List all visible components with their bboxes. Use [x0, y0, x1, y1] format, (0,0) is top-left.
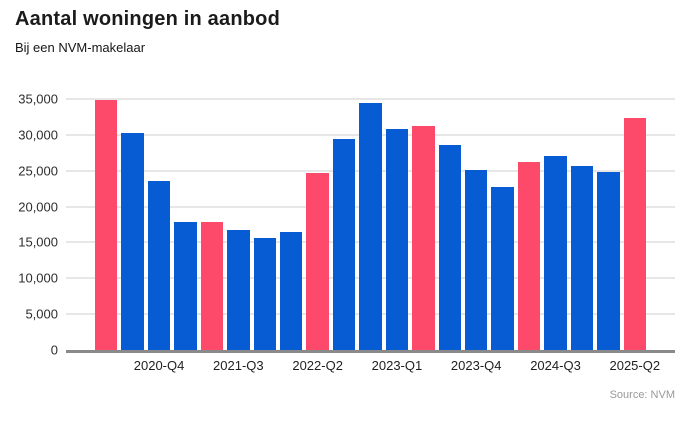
y-tick-label: 10,000 [18, 270, 58, 286]
bar-2020-Q4 [147, 181, 171, 350]
x-tick-label-2020-Q4: 2020-Q4 [133, 358, 185, 373]
x-tick-label-2023-Q4: 2023-Q4 [450, 358, 502, 373]
y-tick-label: 30,000 [18, 127, 58, 143]
bar-2023-Q2 [412, 126, 435, 350]
y-tick-label: 15,000 [18, 234, 58, 250]
bar-2024-Q3 [544, 156, 567, 350]
x-tick-label-2023-Q1: 2023-Q1 [371, 358, 423, 373]
y-tick-label: 20,000 [18, 199, 58, 215]
source-label: Source: NVM [609, 389, 675, 401]
y-axis: 35,000 30,000 25,000 20,000 15,000 10,000 5,00… [0, 92, 58, 358]
bar-2021-Q2 [200, 222, 224, 350]
x-axis-baseline [66, 350, 675, 353]
chart-title: Aantal woningen in aanbod [15, 8, 280, 30]
chart-subtitle: Bij een NVM-makelaar [15, 40, 146, 55]
bar-2022-Q2 [306, 173, 329, 350]
bar-2020-Q3 [121, 133, 144, 350]
y-tick-label: 35,000 [18, 91, 58, 107]
bar-2024-Q4 [570, 166, 594, 350]
bar-2023-Q1 [385, 129, 409, 350]
y-tick-label: 0 [50, 342, 58, 358]
bar-2022-Q1 [280, 232, 303, 350]
gridline [66, 98, 675, 100]
bar-2022-Q4 [359, 103, 382, 350]
y-tick-label: 25,000 [18, 163, 58, 179]
bar-2023-Q3 [438, 145, 461, 350]
x-tick-label-2024-Q3: 2024-Q3 [530, 358, 581, 373]
bar-2021-Q4 [253, 238, 276, 350]
bar-2025-Q1 [597, 172, 620, 350]
bar-2021-Q3 [227, 230, 250, 350]
x-axis: 2020-Q4 2021-Q3 2022-Q2 2023-Q1 2023-Q4 2024-… [66, 358, 675, 376]
bar-2024-Q2 [517, 162, 541, 350]
bar-2020-Q2 [95, 100, 118, 350]
x-tick-label-2021-Q3: 2021-Q3 [213, 358, 264, 373]
bar-2024-Q1 [491, 187, 514, 350]
bar-2025-Q2 [623, 118, 646, 350]
x-tick-label-2022-Q2: 2022-Q2 [292, 358, 343, 373]
plot-area [66, 98, 675, 353]
bar-2022-Q3 [332, 139, 356, 350]
x-tick-label-2025-Q2: 2025-Q2 [609, 358, 661, 373]
bar-2021-Q1 [174, 222, 197, 350]
y-tick-label: 5,000 [25, 306, 58, 322]
bar-2023-Q4 [465, 170, 488, 350]
